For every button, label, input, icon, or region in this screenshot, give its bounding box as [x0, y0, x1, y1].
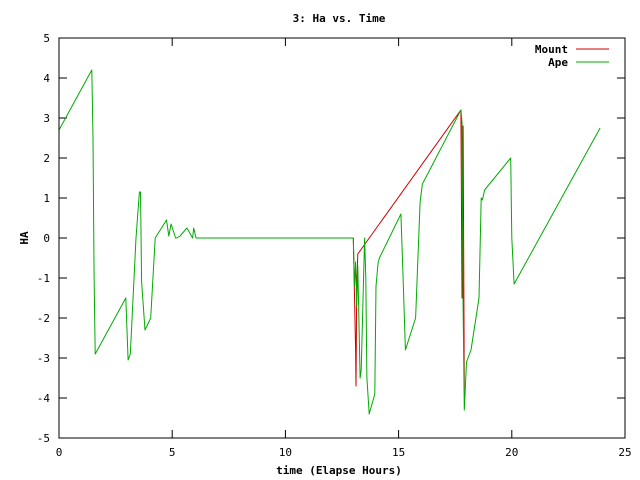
y-tick-label: 4 [43, 72, 50, 85]
tick-layer: 0 5 10 15 20 25 -5 -4 -3 -2 -1 0 1 2 3 4 5 [37, 32, 632, 459]
y-tick-label: -3 [37, 352, 50, 365]
y-tick-label: -4 [37, 392, 51, 405]
y-axis-label: HA [18, 231, 31, 245]
plot-frame [58, 37, 626, 439]
x-tick-label: 10 [279, 446, 292, 459]
x-tick-label: 25 [618, 446, 631, 459]
x-axis-label: time (Elapse Hours) [276, 464, 402, 477]
y-tick-label: 1 [43, 192, 50, 205]
x-tick-label: 15 [392, 446, 405, 459]
x-tick-label: 5 [169, 446, 176, 459]
y-tick-label: 5 [43, 32, 50, 45]
series-line-mount [352, 109, 465, 391]
y-tick-label: -1 [37, 272, 50, 285]
y-tick-label: 2 [43, 152, 50, 165]
y-tick-label: -2 [37, 312, 50, 325]
x-tick-label: 0 [56, 446, 63, 459]
legend-label-mount: Mount [535, 43, 568, 56]
series-layer [58, 69, 601, 415]
y-tick-label: 0 [43, 232, 50, 245]
y-tick-label: -5 [37, 432, 50, 445]
x-tick-label: 20 [505, 446, 518, 459]
legend-label-ape: Ape [548, 56, 568, 69]
chart-title: 3: Ha vs. Time [293, 12, 386, 25]
series-line-ape [58, 69, 601, 415]
y-tick-label: 3 [43, 112, 50, 125]
